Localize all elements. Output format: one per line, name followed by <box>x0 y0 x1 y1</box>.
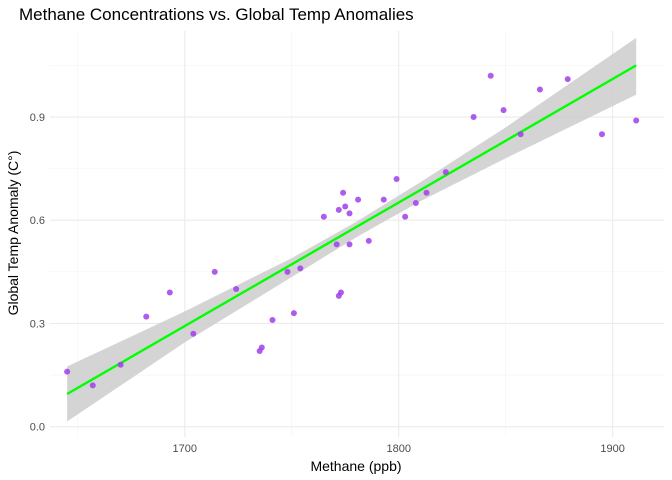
data-point <box>337 289 344 296</box>
data-points <box>64 72 640 389</box>
fit-line-layer <box>66 64 637 396</box>
data-point <box>297 265 304 272</box>
data-point <box>233 286 240 293</box>
data-point <box>333 241 340 248</box>
data-point <box>412 200 419 207</box>
regression-line <box>66 64 637 396</box>
data-point <box>380 196 387 203</box>
data-point <box>346 210 353 217</box>
y-axis-title: Global Temp Anomaly (C°) <box>5 151 21 316</box>
x-axis-title: Methane (ppb) <box>310 458 401 474</box>
y-tick-label: 0.3 <box>30 318 45 330</box>
y-tick-label: 0.6 <box>30 215 45 227</box>
data-point <box>117 361 124 368</box>
data-point <box>211 268 218 275</box>
y-tick-labels: 0.0 0.3 0.6 0.9 <box>30 112 45 434</box>
data-point <box>340 189 347 196</box>
data-point <box>342 203 349 210</box>
data-point <box>335 206 342 213</box>
grid-major <box>50 31 664 437</box>
y-tick-label: 0.0 <box>30 422 45 434</box>
chart-title: Methane Concentrations vs. Global Temp A… <box>19 5 414 24</box>
data-point <box>269 317 276 324</box>
data-point <box>517 131 524 138</box>
data-point <box>258 344 265 351</box>
x-tick-labels: 1700 1800 1900 <box>173 443 625 455</box>
data-point <box>598 131 605 138</box>
data-point <box>393 175 400 182</box>
data-point <box>564 76 571 83</box>
grid-minor <box>50 31 664 437</box>
x-tick-label: 1900 <box>600 443 624 455</box>
data-point <box>190 330 197 337</box>
data-point <box>423 189 430 196</box>
data-point <box>346 241 353 248</box>
data-point <box>143 313 150 320</box>
data-point <box>89 382 96 389</box>
data-point <box>470 114 477 121</box>
data-point <box>536 86 543 93</box>
data-point <box>365 237 372 244</box>
data-point <box>633 117 640 124</box>
data-point <box>320 213 327 220</box>
data-point <box>500 107 507 114</box>
data-point <box>487 72 494 79</box>
data-point <box>355 196 362 203</box>
data-point <box>284 268 291 275</box>
x-tick-label: 1700 <box>173 443 197 455</box>
data-point <box>290 310 297 317</box>
data-point <box>442 169 449 176</box>
data-point <box>402 213 409 220</box>
x-tick-label: 1800 <box>386 443 410 455</box>
y-tick-label: 0.9 <box>30 112 45 124</box>
data-point <box>166 289 173 296</box>
data-point <box>64 368 71 375</box>
